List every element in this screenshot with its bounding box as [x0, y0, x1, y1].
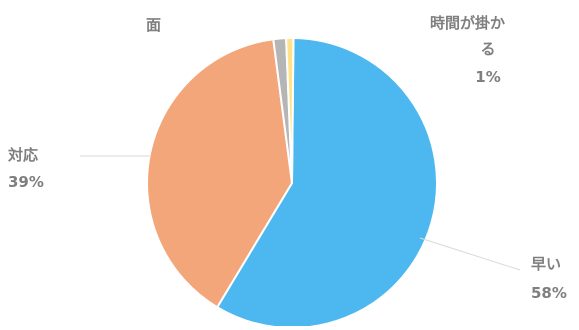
label-taiou-percent: 39% [8, 173, 44, 191]
pie-slice-1 [145, 38, 294, 309]
label-jikan-line1: 時間が掛か [430, 14, 505, 32]
leader-lines [80, 155, 521, 271]
pie-slice-3 [285, 37, 295, 184]
label-hayai-percent: 58% [531, 284, 567, 302]
label-jikan-percent: 1% [475, 68, 500, 86]
label-jikan-line2: る [480, 40, 495, 58]
label-hayai: 早い [531, 255, 561, 273]
label-top-cropped: 面 [146, 16, 161, 34]
pie-slices [145, 36, 438, 330]
label-taiou: 対応 [7, 146, 38, 164]
leader-line-yayai [419, 237, 521, 271]
